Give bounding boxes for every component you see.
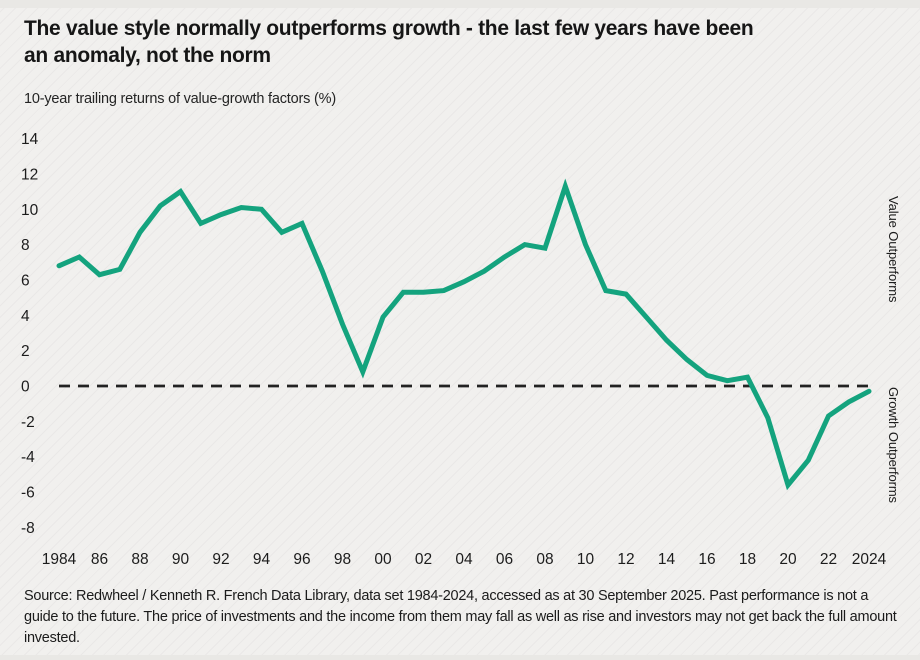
x-axis-tick-label: 2024 <box>852 551 887 568</box>
y-axis-tick-label: -6 <box>21 485 35 502</box>
x-axis-tick-label: 12 <box>617 551 634 568</box>
x-axis-tick-label: 00 <box>374 551 392 568</box>
y-axis-tick-label: 10 <box>21 202 39 219</box>
y-axis-tick-label: 0 <box>21 379 30 396</box>
x-axis-tick-label: 98 <box>334 551 351 568</box>
x-axis-tick-label: 18 <box>739 551 756 568</box>
y-axis-tick-label: -8 <box>21 520 35 537</box>
y-axis-tick-label: 6 <box>21 272 30 289</box>
growth-outperforms-label: Growth Outperforms <box>886 387 901 503</box>
x-axis-tick-label: 22 <box>820 551 837 568</box>
chart-subtitle: 10-year trailing returns of value-growth… <box>24 91 336 107</box>
page-title: The value style normally outperforms gro… <box>24 17 754 67</box>
y-axis-tick-label: 14 <box>21 131 39 148</box>
x-axis-tick-label: 96 <box>293 551 310 568</box>
top-border-band <box>0 0 920 8</box>
x-axis-tick-label: 86 <box>91 551 108 568</box>
y-axis-tick-label: 12 <box>21 166 38 183</box>
value-outperforms-label: Value Outperforms <box>886 196 901 303</box>
x-axis-tick-label: 20 <box>779 551 797 568</box>
y-axis-tick-label: 4 <box>21 308 30 325</box>
bottom-border-band <box>0 655 920 660</box>
x-axis-tick-label: 10 <box>577 551 595 568</box>
x-axis-tick-label: 02 <box>415 551 432 568</box>
source-disclaimer-text: Source: Redwheel / Kenneth R. French Dat… <box>24 588 897 646</box>
x-axis-tick-label: 94 <box>253 551 271 568</box>
x-axis-tick-label: 14 <box>658 551 676 568</box>
y-axis-tick-label: -4 <box>21 449 35 466</box>
y-axis-tick-label: 2 <box>21 343 30 360</box>
y-axis-tick-label: -2 <box>21 414 35 431</box>
x-axis-tick-label: 92 <box>212 551 229 568</box>
value-growth-line <box>56 178 872 491</box>
x-axis-tick-label: 90 <box>172 551 190 568</box>
x-axis-tick-label: 16 <box>698 551 715 568</box>
x-axis-tick-label: 04 <box>455 551 473 568</box>
x-axis-tick-label: 08 <box>536 551 553 568</box>
x-axis-tick-label: 88 <box>131 551 148 568</box>
x-axis-tick-label: 06 <box>496 551 513 568</box>
x-axis-tick-label: 1984 <box>42 551 77 568</box>
y-axis-tick-label: 8 <box>21 237 30 254</box>
